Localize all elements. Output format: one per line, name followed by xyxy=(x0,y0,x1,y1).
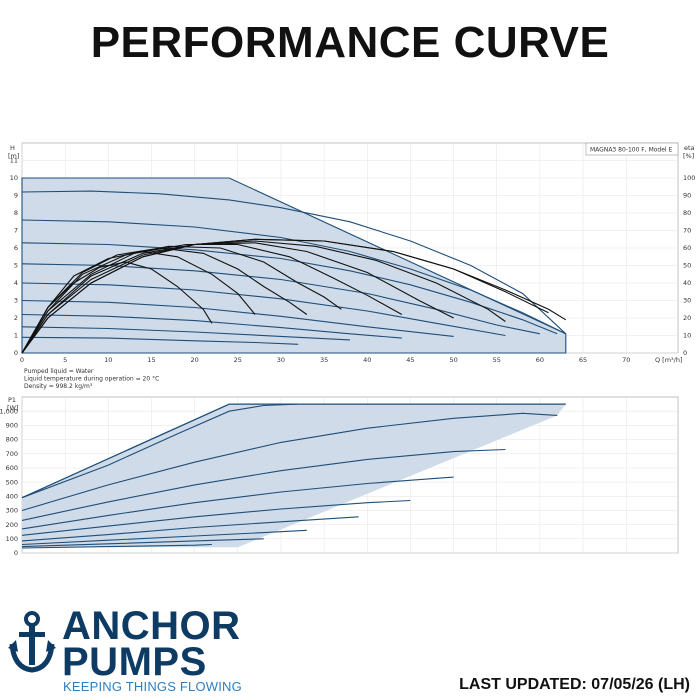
y-tick-label: 500 xyxy=(6,478,18,486)
y-tick-label: 0 xyxy=(14,349,18,357)
y2-tick-label: 60 xyxy=(683,244,691,252)
y-tick-label: 1,000 xyxy=(0,407,18,415)
x-tick-label: 15 xyxy=(147,356,155,364)
y-tick-label: 10 xyxy=(10,174,18,182)
p1-axis-unit: [W] xyxy=(7,404,19,412)
efficiency-curve xyxy=(21,238,549,354)
page-title: PERFORMANCE CURVE xyxy=(90,18,610,67)
y2-tick-label: 70 xyxy=(683,227,691,235)
power-envelope-edge xyxy=(21,403,566,499)
y-tick-label: 400 xyxy=(6,492,18,500)
y-tick-label: 1 xyxy=(14,332,18,340)
y-tick-label: 9 xyxy=(14,192,18,200)
brand-name-line2: PUMPS xyxy=(62,640,207,684)
operation-note: Liquid temperature during operation = 20… xyxy=(24,376,159,383)
y2-tick-label: 90 xyxy=(683,192,691,200)
head-curve xyxy=(21,282,506,337)
head-curve xyxy=(21,219,567,335)
x-tick-label: 20 xyxy=(190,356,198,364)
efficiency-curve xyxy=(21,242,454,354)
y2-tick-label: 0 xyxy=(683,349,687,357)
y-tick-label: 100 xyxy=(6,535,18,543)
x-tick-label: 45 xyxy=(406,356,414,364)
y-axis-title: H xyxy=(10,144,15,152)
y-tick-label: 200 xyxy=(6,521,18,529)
x-tick-label: 10 xyxy=(104,356,112,364)
y2-tick-label: 40 xyxy=(683,279,691,287)
x-tick-label: 25 xyxy=(234,356,242,364)
y-tick-label: 800 xyxy=(6,436,18,444)
head-curve xyxy=(21,242,558,335)
efficiency-curve xyxy=(21,261,213,354)
power-curve xyxy=(21,448,506,521)
operation-note: Density = 998.2 kg/m³ xyxy=(24,383,93,390)
efficiency-curve xyxy=(21,240,506,354)
head-curve xyxy=(21,336,299,345)
x-tick-label: 40 xyxy=(363,356,371,364)
anchor-pumps-logo: ANCHOR PUMPS KEEPING THINGS FLOWING xyxy=(8,604,258,694)
y-tick-label: 700 xyxy=(6,450,18,458)
x-tick-label: 0 xyxy=(20,356,24,364)
operation-note: Pumped liquid = Water xyxy=(24,368,94,375)
y2-axis-title: eta xyxy=(684,144,695,152)
y-tick-label: 4 xyxy=(14,279,18,287)
y-tick-label: 300 xyxy=(6,507,18,515)
power-curve xyxy=(21,529,307,546)
head-curve xyxy=(21,326,351,341)
power-curve xyxy=(21,543,212,549)
model-label: MAGNA3 80-100 F, Model E xyxy=(590,147,672,154)
y-tick-label: 8 xyxy=(14,209,18,217)
x-tick-label: 50 xyxy=(449,356,457,364)
anchor-icon xyxy=(8,611,56,673)
power-curve xyxy=(21,403,299,499)
y2-axis-unit: [%] xyxy=(683,152,694,160)
efficiency-curve xyxy=(21,250,256,354)
efficiency-curve xyxy=(21,247,308,354)
y-tick-label: 5 xyxy=(14,262,18,270)
power-envelope xyxy=(22,404,566,548)
p1-axis-title: P1 xyxy=(8,396,16,404)
y2-tick-label: 20 xyxy=(683,314,691,322)
y-tick-label: 2 xyxy=(14,314,18,322)
y2-tick-label: 50 xyxy=(683,262,691,270)
y2-tick-label: 30 xyxy=(683,297,691,305)
brand-name-line1: ANCHOR xyxy=(62,604,241,648)
x-axis-title: Q [m³/h] xyxy=(655,356,683,364)
power-curve xyxy=(21,516,359,542)
y2-tick-label: 100 xyxy=(683,174,695,182)
power-curve xyxy=(21,538,264,548)
y2-tick-label: 80 xyxy=(683,209,691,217)
power-curve xyxy=(21,412,558,512)
y-tick-label: 6 xyxy=(14,244,18,252)
power-curve xyxy=(21,499,411,536)
y-tick-label: 900 xyxy=(6,422,18,430)
last-updated-label: LAST UPDATED: 07/05/26 (LH) xyxy=(459,676,690,693)
x-tick-label: 55 xyxy=(493,356,501,364)
power-curve xyxy=(21,476,454,530)
y-tick-label: 11 xyxy=(10,157,18,165)
x-tick-label: 65 xyxy=(579,356,587,364)
x-tick-label: 70 xyxy=(622,356,630,364)
brand-tagline: KEEPING THINGS FLOWING xyxy=(63,679,242,694)
x-tick-label: 60 xyxy=(536,356,544,364)
head-curve xyxy=(21,313,402,339)
head-curve xyxy=(21,299,454,337)
model-label-box xyxy=(585,142,679,156)
y-tick-label: 600 xyxy=(6,464,18,472)
efficiency-curve xyxy=(21,243,403,354)
power-chart: 0 100 200 300 400 500 600 700 800 900 1,000 P1[W] xyxy=(0,396,679,557)
head-curve xyxy=(21,190,567,335)
x-tick-label: 30 xyxy=(277,356,285,364)
efficiency-curve xyxy=(21,245,342,354)
head-envelope xyxy=(21,177,567,354)
y-tick-label: 7 xyxy=(14,227,18,235)
x-tick-label: 5 xyxy=(63,356,67,364)
x-tick-label: 35 xyxy=(320,356,328,364)
y-tick-label: 3 xyxy=(14,297,18,305)
y2-tick-label: 10 xyxy=(683,332,691,340)
y-axis-unit: [m] xyxy=(8,152,19,160)
y-tick-label: 0 xyxy=(14,549,18,557)
